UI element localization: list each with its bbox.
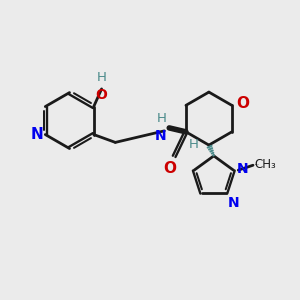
- Text: N: N: [228, 196, 239, 210]
- Text: O: O: [236, 96, 249, 111]
- Text: O: O: [164, 161, 177, 176]
- Text: H: H: [97, 71, 106, 84]
- Text: CH₃: CH₃: [254, 158, 276, 171]
- Text: H: H: [156, 112, 166, 125]
- Text: N: N: [155, 129, 166, 143]
- Text: O: O: [96, 88, 107, 102]
- Text: N: N: [236, 162, 248, 176]
- Text: N: N: [31, 127, 44, 142]
- Text: H: H: [189, 138, 199, 151]
- Text: methyl: methyl: [255, 164, 260, 165]
